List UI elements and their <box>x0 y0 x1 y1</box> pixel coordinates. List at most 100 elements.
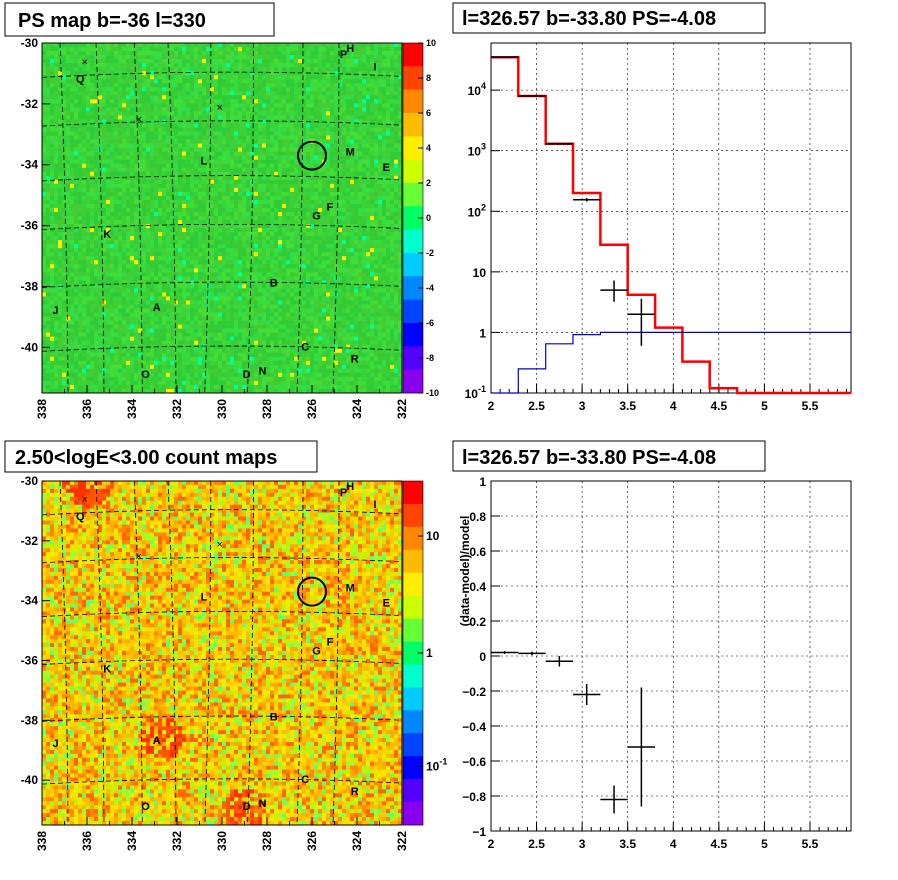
map-pixel <box>122 191 127 197</box>
map-pixel <box>190 87 195 92</box>
map-pixel <box>138 91 143 96</box>
map-pixel <box>146 143 151 148</box>
map-pixel <box>126 228 131 233</box>
map-pixel <box>114 316 119 321</box>
map-pixel <box>210 320 215 325</box>
map-pixel <box>78 75 83 80</box>
map-pixel <box>166 340 171 346</box>
map-pixel <box>74 284 79 289</box>
map-pixel <box>270 179 275 185</box>
map-pixel <box>246 344 251 350</box>
map-pixel <box>78 232 83 237</box>
map-pixel <box>98 280 103 285</box>
map-pixel <box>54 195 59 201</box>
map-pixel <box>230 187 235 193</box>
map-pixel <box>246 171 251 177</box>
map-pixel <box>138 260 143 265</box>
map-pixel <box>74 292 79 297</box>
map-pixel <box>158 103 163 108</box>
map-pixel <box>58 324 63 329</box>
map-pixel <box>198 264 203 269</box>
map-pixel <box>190 320 195 325</box>
map-pixel <box>190 236 195 241</box>
map-pixel <box>174 220 179 225</box>
map-pixel <box>54 276 59 281</box>
map-pixel <box>230 139 235 144</box>
map-pixel <box>98 211 103 217</box>
map-pixel <box>186 167 191 173</box>
map-pixel <box>134 95 139 100</box>
map-pixel <box>234 284 239 289</box>
map-pixel <box>262 147 267 152</box>
map-pixel <box>142 360 147 366</box>
map-pixel <box>82 380 87 386</box>
map-pixel <box>174 171 179 177</box>
map-pixel <box>154 360 159 366</box>
map-pixel <box>66 115 71 120</box>
map-pixel <box>90 171 95 177</box>
map-pixel <box>214 264 219 269</box>
map-pixel <box>142 131 147 136</box>
map-pixel <box>138 312 143 317</box>
map-pixel <box>262 87 267 92</box>
map-pixel <box>262 127 267 132</box>
map-pixel <box>238 83 243 88</box>
map-pixel <box>42 183 47 189</box>
map-pixel <box>218 43 223 48</box>
map-pixel <box>162 304 167 309</box>
map-pixel <box>170 276 175 281</box>
map-pixel <box>210 220 215 225</box>
map-pixel <box>130 159 135 164</box>
map-pixel <box>226 244 231 249</box>
map-pixel <box>262 163 267 169</box>
map-pixel <box>226 183 231 189</box>
map-pixel <box>70 248 75 253</box>
map-pixel <box>198 79 203 84</box>
map-pixel <box>94 272 99 277</box>
map-pixel <box>86 75 91 80</box>
map-pixel <box>222 99 227 104</box>
map-pixel <box>254 195 259 201</box>
map-pixel <box>186 264 191 269</box>
map-pixel <box>122 280 127 285</box>
map-pixel <box>126 272 131 277</box>
map-pixel <box>62 372 67 378</box>
map-pixel <box>206 155 211 160</box>
map-pixel <box>70 67 75 72</box>
map-pixel <box>250 167 255 173</box>
map-pixel <box>214 236 219 241</box>
map-pixel <box>206 376 211 382</box>
map-pixel <box>254 99 259 104</box>
map-pixel <box>166 63 171 68</box>
map-pixel <box>94 324 99 329</box>
map-pixel <box>146 340 151 346</box>
map-pixel <box>218 304 223 309</box>
map-pixel <box>234 215 239 221</box>
map-pixel <box>214 191 219 197</box>
map-pixel <box>218 55 223 60</box>
map-pixel <box>106 328 111 333</box>
map-pixel <box>106 107 111 112</box>
map-pixel <box>238 236 243 241</box>
map-pixel <box>150 59 155 64</box>
map-pixel <box>202 155 207 160</box>
map-pixel <box>54 171 59 177</box>
map-pixel <box>258 179 263 185</box>
map-pixel <box>54 115 59 120</box>
map-pixel <box>218 215 223 221</box>
map-pixel <box>150 224 155 229</box>
map-pixel <box>42 280 47 285</box>
map-pixel <box>58 143 63 148</box>
map-pixel <box>270 79 275 84</box>
map-pixel <box>66 228 71 233</box>
map-pixel <box>82 336 87 341</box>
map-pixel <box>130 195 135 201</box>
map-pixel <box>66 312 71 317</box>
map-pixel <box>126 308 131 313</box>
map-pixel <box>170 95 175 100</box>
map-pixel <box>242 256 247 261</box>
map-pixel <box>78 139 83 144</box>
map-pixel <box>158 47 163 52</box>
map-pixel <box>262 159 267 164</box>
map-pixel <box>250 344 255 350</box>
